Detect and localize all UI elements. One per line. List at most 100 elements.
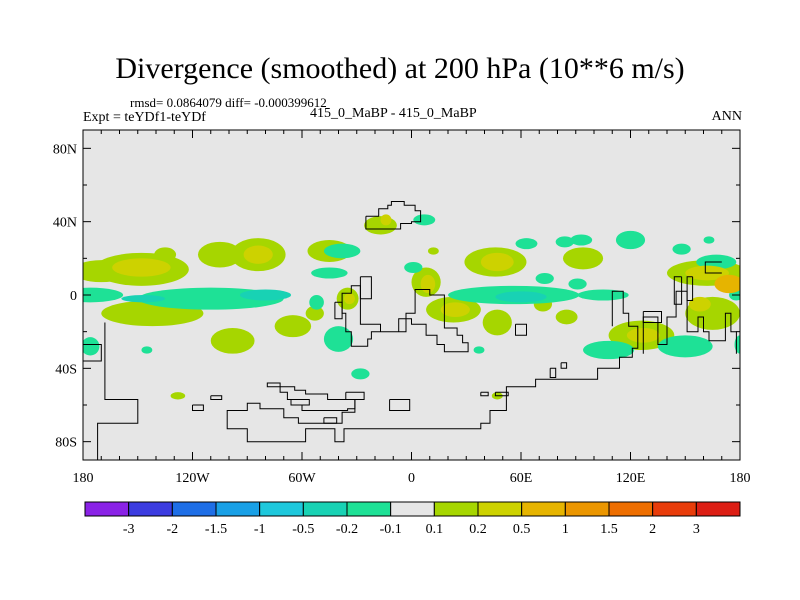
contour-region xyxy=(570,234,593,246)
contour-region xyxy=(305,306,324,321)
contour-region xyxy=(577,289,629,301)
contour-region xyxy=(309,295,324,310)
experiment-label: Expt = teYDf1-teYDf xyxy=(83,110,206,125)
colorbar-swatch xyxy=(433,501,479,517)
axis-ticks: 180 120W 60W 0 60E 120E 180 80N 40N 0 40S 80S xyxy=(53,130,751,486)
season-label: ANN xyxy=(711,109,742,124)
colorbar: -3 -2 -1.5 -1 -0.5 -0.2 -0.1 0.1 0.2 0.5 1 1.5 2 3 xyxy=(84,501,741,537)
coastline xyxy=(494,391,509,397)
contour-region xyxy=(323,243,361,259)
contour-region xyxy=(482,309,512,336)
contour-region xyxy=(583,340,635,360)
y-tick-label: 80S xyxy=(55,436,77,451)
contour-region xyxy=(473,346,485,354)
contour-region xyxy=(688,296,711,312)
x-tick-label: 60E xyxy=(510,471,533,486)
contour-region xyxy=(703,236,715,244)
colorbar-swatch xyxy=(171,501,217,517)
contour-region xyxy=(495,291,547,303)
contour-region xyxy=(535,273,554,284)
coastline xyxy=(686,276,694,301)
contour-region xyxy=(112,258,171,277)
colorbar-label: -1.5 xyxy=(205,522,227,537)
contour-region xyxy=(323,326,354,352)
contour-region xyxy=(121,295,166,303)
coastline xyxy=(97,322,139,460)
coastline xyxy=(345,391,365,400)
contour-region xyxy=(364,216,397,235)
colorbar-label: -0.2 xyxy=(336,522,358,537)
x-tick-label: 0 xyxy=(408,471,415,486)
coastline xyxy=(290,399,302,406)
contour-region xyxy=(141,346,153,354)
contour-region xyxy=(672,243,691,255)
contour-region xyxy=(197,241,242,268)
colorbar-label: -0.5 xyxy=(292,522,314,537)
coastline xyxy=(266,382,356,411)
colorbar-label: 0.2 xyxy=(469,522,487,537)
y-tick-label: 0 xyxy=(70,289,77,304)
y-tick-label: 80N xyxy=(53,142,77,157)
colorbar-swatch xyxy=(564,501,610,517)
contour-region xyxy=(480,252,514,272)
colorbar-swatch xyxy=(215,501,261,517)
colorbar-swatch xyxy=(302,501,348,517)
colorbar-swatch xyxy=(695,501,741,517)
y-tick-label: 40N xyxy=(53,216,77,231)
runs-label: 415_0_MaBP - 415_0_MaBP xyxy=(310,106,477,121)
contour-region xyxy=(311,267,348,279)
coastlines xyxy=(83,201,737,460)
contour-region xyxy=(555,236,574,248)
coastline xyxy=(560,362,568,369)
contour-region xyxy=(83,337,100,356)
coastline xyxy=(389,399,411,411)
contour-region xyxy=(657,335,713,358)
colorbar-swatch xyxy=(84,501,130,517)
coastline xyxy=(341,285,469,353)
coastline xyxy=(83,344,102,362)
coastline xyxy=(642,290,737,354)
coastline xyxy=(323,417,338,424)
colorbar-swatch xyxy=(259,501,304,517)
coastline xyxy=(642,311,662,323)
x-tick-label: 180 xyxy=(730,471,751,486)
contour-region xyxy=(515,238,538,250)
coastline xyxy=(480,391,489,397)
colorbar-label: -3 xyxy=(123,522,135,537)
x-tick-label: 120W xyxy=(175,471,210,486)
colorbar-label: -0.1 xyxy=(380,522,402,537)
contour-region xyxy=(274,315,312,338)
colorbar-label: 0.1 xyxy=(426,522,444,537)
contour-region xyxy=(714,274,740,294)
coastline xyxy=(334,301,343,320)
contour-region xyxy=(420,274,436,294)
stats-label: rmsd= 0.0864079 diff= -0.000399612 xyxy=(130,95,327,110)
coastline xyxy=(515,323,527,336)
coastline xyxy=(673,276,683,305)
colorbar-swatch xyxy=(390,501,435,517)
colorbar-label: 0.5 xyxy=(513,522,531,537)
coastline xyxy=(549,367,557,378)
x-tick-label: 180 xyxy=(73,471,94,486)
colorbar-swatch xyxy=(608,501,654,517)
colorbar-label: 1.5 xyxy=(600,522,618,537)
contour-region xyxy=(83,287,124,303)
coastline xyxy=(192,404,204,411)
contour-region xyxy=(380,214,392,226)
colorbar-swatch xyxy=(346,501,392,517)
coastline xyxy=(704,261,722,274)
colorbar-swatch xyxy=(521,501,566,517)
contour-region xyxy=(562,247,604,270)
contour-region xyxy=(427,247,439,255)
contour-region xyxy=(210,328,255,354)
contour-region xyxy=(734,335,740,354)
colorbar-label: 2 xyxy=(649,522,656,537)
x-tick-label: 60W xyxy=(288,471,316,486)
contour-region xyxy=(440,302,470,317)
contour-region xyxy=(154,247,177,262)
contour-region xyxy=(568,278,587,290)
chart-title: Divergence (smoothed) at 200 hPa (10**6 … xyxy=(115,52,685,85)
colorbar-label: -1 xyxy=(254,522,266,537)
coastline xyxy=(365,201,422,230)
